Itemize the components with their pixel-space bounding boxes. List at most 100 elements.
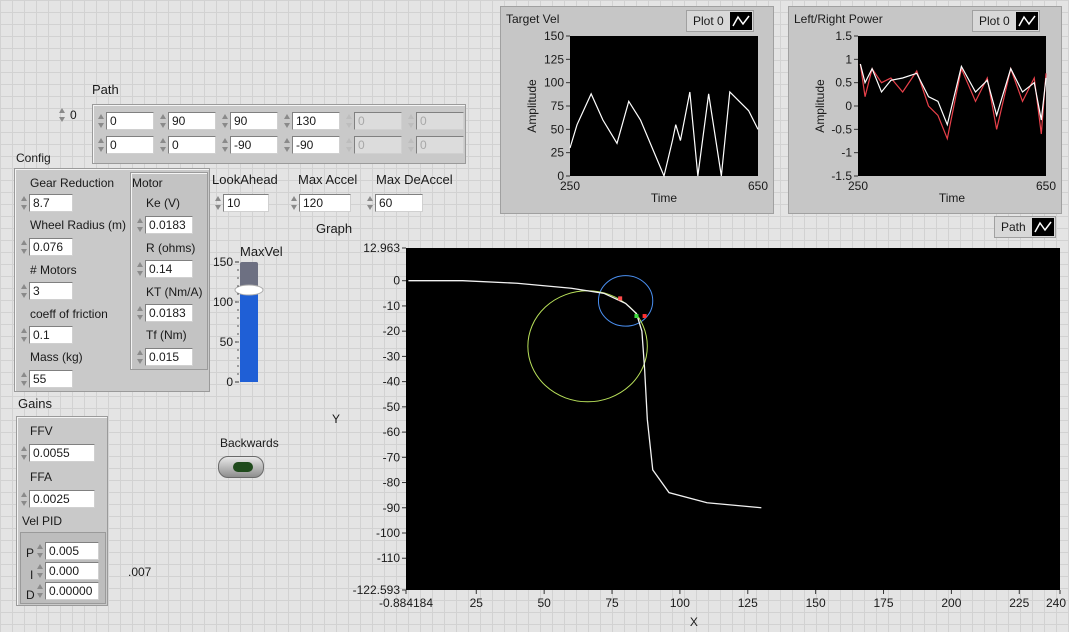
series-line xyxy=(569,90,759,178)
path-cell[interactable]: 0 xyxy=(159,136,216,154)
plot-area xyxy=(570,36,758,176)
ffv-input[interactable]: 0.0055 xyxy=(20,444,95,462)
mass-input[interactable]: 55 xyxy=(20,370,73,388)
path-array: 0 0 90 0 90 -90 130 -90 0 0 0 0 xyxy=(92,104,466,164)
path-cell: 0 xyxy=(345,112,402,130)
x-tick-label: 650 xyxy=(748,179,768,193)
slider-tick-label: 0 xyxy=(226,375,233,389)
path-cell: 0 xyxy=(407,136,464,154)
wheel-radius-label: Wheel Radius (m) xyxy=(30,218,127,232)
path-index-control[interactable]: 0 xyxy=(58,106,83,124)
x-tick-label: 225 xyxy=(1009,596,1029,610)
backwards-toggle[interactable] xyxy=(218,456,264,478)
pid-i-label: I xyxy=(30,568,34,582)
x-axis-label: Time xyxy=(651,191,678,205)
pid-p-input[interactable]: 0.005 xyxy=(36,542,99,560)
motors-input[interactable]: 3 xyxy=(20,282,73,300)
y-tick-label: -90 xyxy=(383,501,401,515)
y-tick-label: -70 xyxy=(383,450,401,464)
x-tick-label: 150 xyxy=(806,596,826,610)
lookahead-label: LookAhead xyxy=(212,172,278,187)
path-cell[interactable]: -90 xyxy=(283,136,340,154)
path-cell[interactable]: 90 xyxy=(159,112,216,130)
path-cell[interactable]: 0 xyxy=(97,112,154,130)
path-graph: 12.963 0 -10 -20 -30 -40 -50 -60 -70 -80 -90 -100 -1… xyxy=(332,241,1066,629)
kt-label: KT (Nm/A) xyxy=(146,285,203,299)
tf-label: Tf (Nm) xyxy=(146,328,187,342)
pid-d-input[interactable]: 0.00000 xyxy=(36,582,99,600)
ke-label: Ke (V) xyxy=(146,196,181,210)
lr-power-legend[interactable]: Plot 0 xyxy=(972,10,1040,32)
gear-reduction-label: Gear Reduction xyxy=(30,176,115,190)
ffv-label: FFV xyxy=(30,424,53,438)
y-tick-label: 125 xyxy=(544,52,564,66)
y-tick-label: 1 xyxy=(845,52,852,66)
y-tick-label: 100 xyxy=(544,76,564,90)
lr-power-title: Left/Right Power xyxy=(794,12,883,26)
path-cell[interactable]: 90 xyxy=(221,112,278,130)
path-cell: 0 xyxy=(345,136,402,154)
mass-label: Mass (kg) xyxy=(30,350,83,364)
kt-input[interactable]: 0.0183 xyxy=(136,304,193,322)
gear-reduction-input[interactable]: 8.7 xyxy=(20,194,73,212)
friction-input[interactable]: 0.1 xyxy=(20,326,73,344)
y-tick-label: -60 xyxy=(383,425,401,439)
plot-line-icon xyxy=(729,12,752,30)
slider-thumb xyxy=(234,284,264,296)
path-cell[interactable]: -90 xyxy=(221,136,278,154)
y-tick-label: -0.5 xyxy=(831,122,852,136)
path-cell: 0 xyxy=(407,112,464,130)
max-deaccel-input[interactable]: 60 xyxy=(366,194,423,212)
x-tick-label: 100 xyxy=(670,596,690,610)
tf-input[interactable]: 0.015 xyxy=(136,348,193,366)
y-tick-label: 75 xyxy=(551,99,565,113)
ffa-label: FFA xyxy=(30,470,53,484)
ke-input[interactable]: 0.0183 xyxy=(136,216,193,234)
x-tick-label: 650 xyxy=(1036,179,1056,193)
maxvel-slider[interactable]: 150 100 50 0 xyxy=(206,255,266,392)
y-tick-label: -50 xyxy=(383,400,401,414)
path-cell[interactable]: 130 xyxy=(283,112,340,130)
path-point xyxy=(642,314,647,319)
x-tick-label: 75 xyxy=(605,596,619,610)
x-axis-label: X xyxy=(690,615,698,629)
target-vel-legend[interactable]: Plot 0 xyxy=(686,10,754,32)
y-tick-label: -110 xyxy=(377,551,400,565)
path-point xyxy=(618,296,623,301)
plot-line-icon xyxy=(1031,218,1054,236)
x-tick-label: 200 xyxy=(941,596,961,610)
backwards-led-icon xyxy=(233,462,253,472)
y-tick-label: -30 xyxy=(383,349,401,363)
max-accel-label: Max Accel xyxy=(298,172,358,187)
y-tick-label: -20 xyxy=(383,324,401,338)
y-tick-label: 0 xyxy=(845,99,852,113)
y-tick-label: -100 xyxy=(376,526,400,540)
y-tick-label: -1.5 xyxy=(831,169,852,183)
path-cell[interactable]: 0 xyxy=(97,136,154,154)
x-tick-label: 250 xyxy=(848,179,868,193)
wheel-radius-input[interactable]: 0.076 xyxy=(20,238,73,256)
ffa-input[interactable]: 0.0025 xyxy=(20,490,95,508)
path-point xyxy=(634,314,639,319)
pid-d-label: D xyxy=(26,588,35,602)
friction-label: coeff of friction xyxy=(30,307,108,321)
graph-legend[interactable]: Path xyxy=(994,216,1056,238)
y-tick-label: -122.593 xyxy=(353,583,401,597)
max-accel-input[interactable]: 120 xyxy=(290,194,351,212)
y-tick-label: 1.5 xyxy=(835,30,852,43)
y-tick-label: 0 xyxy=(393,274,400,288)
y-tick-label: -40 xyxy=(383,375,401,389)
pid-p-label: P xyxy=(26,546,35,560)
y-axis-label: Amplitude xyxy=(813,79,827,133)
pid-i-input[interactable]: 0.000 xyxy=(36,562,99,580)
y-axis-label: Amplitude xyxy=(525,79,539,133)
y-tick-label: 25 xyxy=(551,146,565,160)
path-line xyxy=(408,280,762,509)
y-tick-label: 150 xyxy=(544,30,564,43)
series-line xyxy=(859,63,1047,127)
y-tick-label: -1 xyxy=(841,146,852,160)
r-input[interactable]: 0.14 xyxy=(136,260,193,278)
lookahead-input[interactable]: 10 xyxy=(214,194,269,212)
y-tick-label: 0 xyxy=(557,169,564,183)
